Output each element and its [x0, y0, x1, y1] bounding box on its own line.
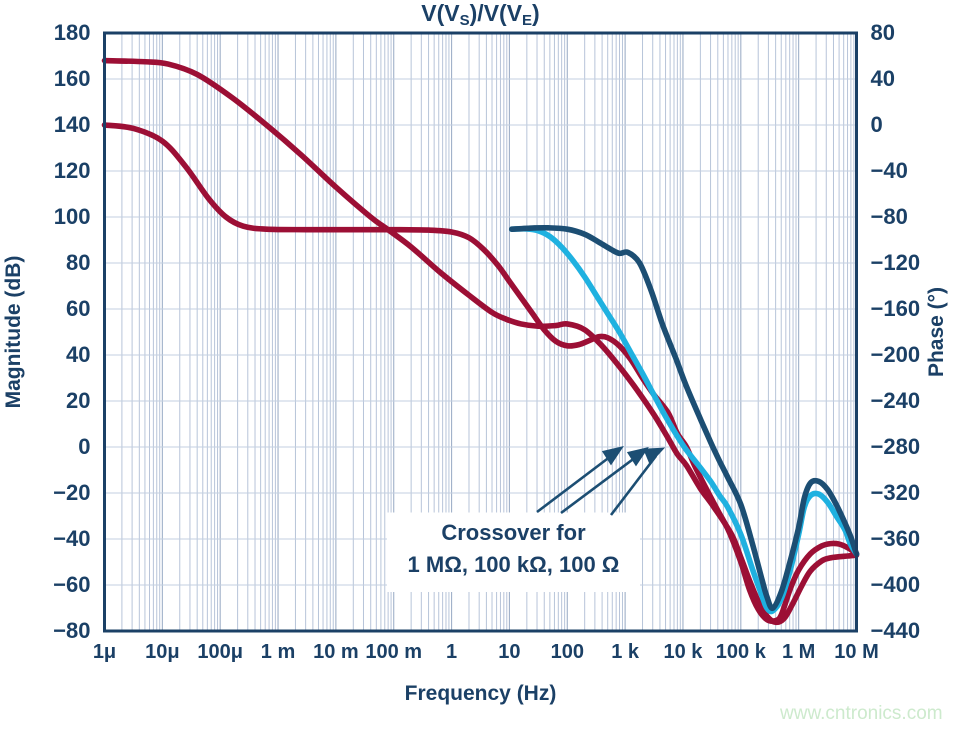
svg-text:10: 10	[498, 641, 520, 663]
svg-text:20: 20	[66, 388, 90, 413]
svg-text:−80: −80	[871, 204, 908, 229]
svg-text:10μ: 10μ	[145, 641, 179, 663]
svg-text:−400: −400	[871, 572, 921, 597]
svg-text:1 MΩ, 100 kΩ, 100 Ω: 1 MΩ, 100 kΩ, 100 Ω	[408, 552, 620, 577]
svg-text:40: 40	[66, 342, 90, 367]
svg-text:V(VS)/V(VE): V(VS)/V(VE)	[421, 0, 539, 29]
svg-text:100 k: 100 k	[716, 641, 767, 663]
svg-text:10 k: 10 k	[663, 641, 703, 663]
svg-text:Frequency (Hz): Frequency (Hz)	[405, 682, 557, 705]
svg-text:0: 0	[78, 434, 90, 459]
svg-text:−440: −440	[871, 618, 921, 643]
svg-text:−160: −160	[871, 296, 921, 321]
svg-text:160: 160	[54, 66, 91, 91]
svg-text:140: 140	[54, 112, 91, 137]
svg-text:10 M: 10 M	[834, 641, 878, 663]
svg-text:80: 80	[66, 250, 90, 275]
svg-text:180: 180	[54, 20, 91, 45]
svg-text:0: 0	[871, 112, 883, 137]
svg-text:−120: −120	[871, 250, 921, 275]
svg-text:Crossover for: Crossover for	[441, 520, 586, 545]
svg-text:100 m: 100 m	[365, 641, 422, 663]
svg-text:−80: −80	[53, 618, 90, 643]
svg-text:1μ: 1μ	[93, 641, 116, 663]
svg-text:120: 120	[54, 158, 91, 183]
svg-text:−20: −20	[53, 480, 90, 505]
svg-text:100μ: 100μ	[197, 641, 243, 663]
svg-text:1: 1	[446, 641, 457, 663]
svg-text:−240: −240	[871, 388, 921, 413]
svg-text:−360: −360	[871, 526, 921, 551]
svg-text:1 M: 1 M	[782, 641, 815, 663]
svg-text:−40: −40	[871, 158, 908, 183]
svg-text:−320: −320	[871, 480, 921, 505]
svg-text:40: 40	[871, 66, 895, 91]
svg-text:Magnitude (dB): Magnitude (dB)	[2, 256, 25, 409]
svg-text:100: 100	[54, 204, 91, 229]
svg-text:80: 80	[871, 20, 895, 45]
svg-text:60: 60	[66, 296, 90, 321]
svg-text:−200: −200	[871, 342, 921, 367]
svg-text:100: 100	[551, 641, 584, 663]
svg-text:1 m: 1 m	[261, 641, 295, 663]
svg-text:−60: −60	[53, 572, 90, 597]
svg-text:−40: −40	[53, 526, 90, 551]
svg-text:1 k: 1 k	[611, 641, 640, 663]
svg-text:10 m: 10 m	[313, 641, 359, 663]
svg-text:−280: −280	[871, 434, 921, 459]
svg-text:Phase (°): Phase (°)	[925, 287, 948, 377]
svg-text:www.cntronics.com: www.cntronics.com	[779, 703, 943, 724]
